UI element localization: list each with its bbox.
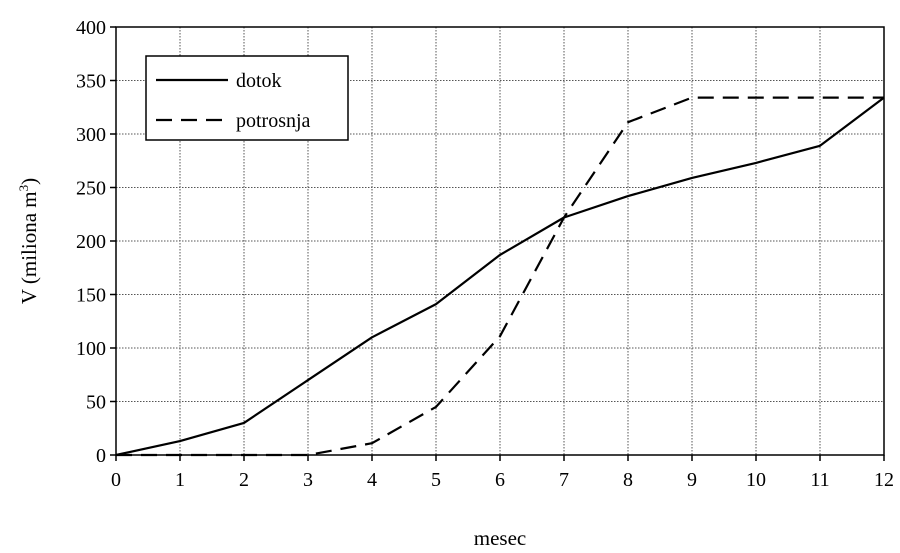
y-tick-label-0: 0	[96, 445, 106, 467]
y-axis-title-close: )	[17, 178, 41, 185]
series-line-potrosnja	[116, 96, 884, 457]
y-tick-label-6: 300	[76, 124, 106, 146]
y-axis-title-superscript: 3	[16, 185, 31, 192]
x-tick-label-2: 2	[239, 469, 249, 491]
grid-layer	[116, 27, 884, 455]
series-layer	[115, 96, 885, 457]
x-tick-label-5: 5	[431, 469, 441, 491]
y-tick-label-7: 350	[76, 71, 106, 93]
y-axis-title-main: V (miliona m	[17, 191, 41, 304]
legend-label-dotok: dotok	[236, 70, 282, 92]
y-tick-label-5: 250	[76, 178, 106, 200]
x-tick-label-1: 1	[175, 469, 185, 491]
y-axis-title: V (miliona m3)	[16, 178, 41, 304]
legend: dotok potrosnja	[145, 55, 349, 141]
x-tick-label-4: 4	[367, 469, 377, 491]
x-tick-label-7: 7	[559, 469, 569, 491]
x-axis-title: mesec	[474, 526, 526, 550]
y-tick-label-1: 50	[86, 392, 106, 414]
y-tick-label-8: 400	[76, 17, 106, 39]
x-tick-label-6: 6	[495, 469, 505, 491]
y-tick-label-3: 150	[76, 285, 106, 307]
legend-box	[145, 55, 349, 141]
x-tick-label-0: 0	[111, 469, 121, 491]
x-tick-label-9: 9	[687, 469, 697, 491]
x-tick-label-3: 3	[303, 469, 313, 491]
legend-label-potrosnja: potrosnja	[236, 110, 311, 132]
x-tick-label-8: 8	[623, 469, 633, 491]
y-tick-label-2: 100	[76, 338, 106, 360]
y-tick-label-4: 200	[76, 231, 106, 253]
x-tick-label-10: 10	[746, 469, 766, 491]
x-tick-label-12: 12	[874, 469, 894, 491]
series-line-dotok	[115, 96, 885, 457]
x-tick-label-11: 11	[810, 469, 829, 491]
